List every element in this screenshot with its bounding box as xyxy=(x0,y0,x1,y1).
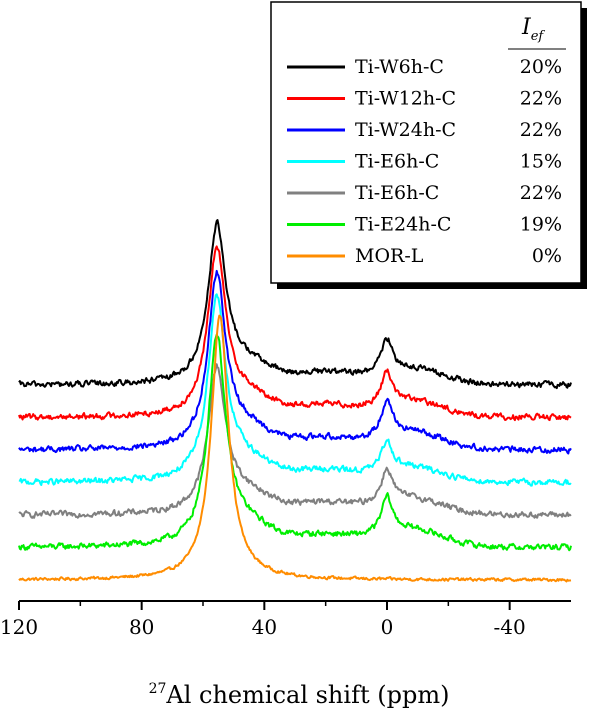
x-axis-title-text: Al chemical shift (ppm) xyxy=(165,681,449,709)
legend-entry-value: 20% xyxy=(520,56,562,78)
legend-box xyxy=(270,1,582,284)
series-line-ti-w24h-c xyxy=(18,269,572,455)
legend-entry-value: 15% xyxy=(520,151,562,173)
x-tick-label: -40 xyxy=(494,615,526,639)
x-axis-title-superscript: 27 xyxy=(149,681,167,697)
legend-entry-label: Ti-W6h-C xyxy=(355,56,444,78)
x-axis: 120 80 40 0 -40 xyxy=(0,600,571,639)
series-line-ti-e6h-c xyxy=(18,363,572,519)
legend-entry-value: 0% xyxy=(532,245,562,267)
legend-entry-value: 19% xyxy=(520,214,562,236)
legend-entry-value: 22% xyxy=(520,119,562,141)
legend-entry-value: 22% xyxy=(520,88,562,110)
legend-entry-label: Ti-W12h-C xyxy=(355,88,456,110)
series-line-ti-w12h-c xyxy=(18,245,572,422)
series-line-ti-e24h-c xyxy=(18,333,572,552)
x-axis-title: 27Al chemical shift (ppm) xyxy=(149,681,450,709)
series-layer xyxy=(18,219,572,583)
legend-entry-label: Ti-E6h-C xyxy=(355,151,439,173)
legend-entry-label: Ti-W24h-C xyxy=(355,119,456,141)
legend-entry-label: Ti-E6h-C xyxy=(355,182,439,204)
legend: Ief Ti-W6h-C 20% Ti-W12h-C 22% Ti-W24h-C 22% Ti… xyxy=(270,1,587,289)
series-line-ti-e6h-c xyxy=(18,293,572,487)
legend-entry-value: 22% xyxy=(520,182,562,204)
x-tick-label: 80 xyxy=(129,615,154,639)
legend-header: Ief xyxy=(521,15,545,44)
series-line-ti-w6h-c xyxy=(18,219,572,390)
x-tick-label: 0 xyxy=(381,615,394,639)
legend-entry-label: Ti-E24h-C xyxy=(355,214,451,236)
x-tick-label: 40 xyxy=(252,615,277,639)
series-line-mor-l xyxy=(18,314,572,583)
legend-entry-label: MOR-L xyxy=(355,245,424,267)
x-tick-label: 120 xyxy=(0,615,38,639)
